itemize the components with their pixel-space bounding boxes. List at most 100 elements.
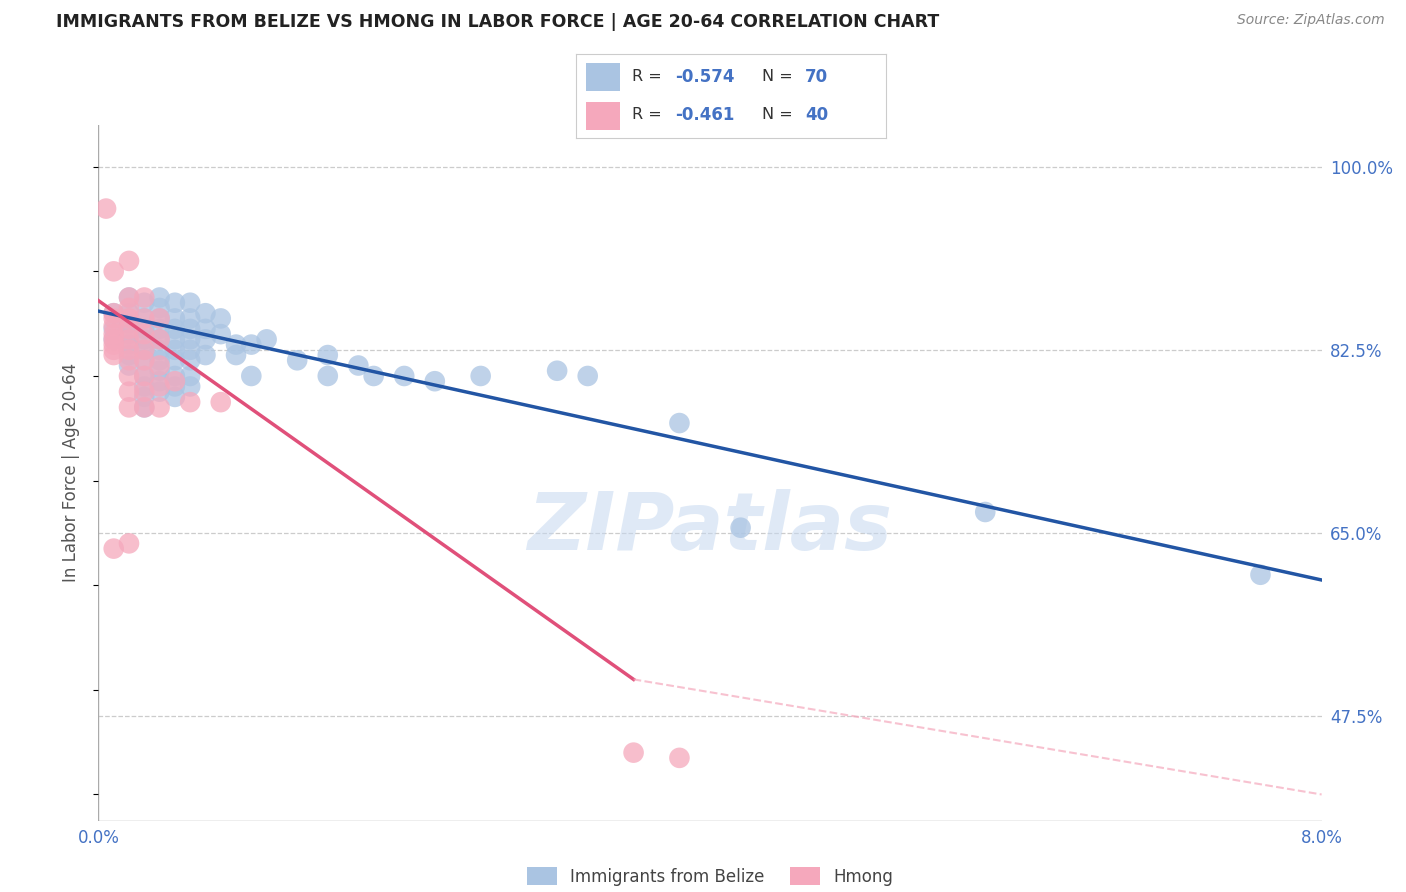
Text: IMMIGRANTS FROM BELIZE VS HMONG IN LABOR FORCE | AGE 20-64 CORRELATION CHART: IMMIGRANTS FROM BELIZE VS HMONG IN LABOR… bbox=[56, 13, 939, 31]
Point bbox=[118, 317, 141, 331]
Point bbox=[118, 291, 141, 305]
Point bbox=[163, 374, 186, 388]
Point bbox=[118, 369, 141, 384]
Point bbox=[149, 359, 172, 373]
Point bbox=[256, 332, 278, 346]
Point bbox=[118, 301, 141, 315]
Y-axis label: In Labor Force | Age 20-64: In Labor Force | Age 20-64 bbox=[62, 363, 80, 582]
Text: ZIPatlas: ZIPatlas bbox=[527, 490, 893, 567]
Point bbox=[103, 264, 125, 278]
Point bbox=[103, 343, 125, 357]
Point bbox=[163, 379, 186, 393]
Point bbox=[163, 295, 186, 310]
Point bbox=[163, 369, 186, 384]
Point bbox=[179, 379, 201, 393]
Point bbox=[179, 322, 201, 336]
Point bbox=[103, 306, 125, 320]
Point bbox=[134, 343, 156, 357]
Text: 40: 40 bbox=[806, 106, 828, 124]
Point bbox=[118, 384, 141, 399]
Bar bbox=[586, 62, 620, 91]
Point bbox=[163, 390, 186, 404]
Text: -0.574: -0.574 bbox=[675, 68, 735, 86]
Text: R =: R = bbox=[633, 70, 666, 85]
Point bbox=[546, 364, 568, 378]
Point bbox=[118, 253, 141, 268]
Point bbox=[240, 337, 263, 351]
Point bbox=[149, 301, 172, 315]
Point bbox=[149, 353, 172, 368]
Point bbox=[179, 343, 201, 357]
Point bbox=[103, 348, 125, 362]
Point bbox=[194, 322, 217, 336]
Point bbox=[118, 359, 141, 373]
Point bbox=[134, 311, 156, 326]
Point bbox=[134, 332, 156, 346]
Text: N =: N = bbox=[762, 70, 799, 85]
Point bbox=[149, 332, 172, 346]
Point bbox=[194, 348, 217, 362]
Point bbox=[179, 395, 201, 409]
Point bbox=[118, 337, 141, 351]
Point bbox=[118, 353, 141, 368]
Bar bbox=[586, 102, 620, 130]
Point bbox=[179, 353, 201, 368]
Point bbox=[134, 295, 156, 310]
Point bbox=[179, 332, 201, 346]
Point bbox=[209, 395, 232, 409]
Point bbox=[94, 202, 117, 216]
Point bbox=[149, 384, 172, 399]
Point bbox=[118, 348, 141, 362]
Point bbox=[103, 327, 125, 342]
Point bbox=[149, 332, 172, 346]
Point bbox=[149, 322, 172, 336]
Point bbox=[134, 327, 156, 342]
Point bbox=[118, 306, 141, 320]
Point bbox=[103, 306, 125, 320]
Point bbox=[118, 332, 141, 346]
Point bbox=[134, 401, 156, 415]
Point bbox=[668, 751, 690, 765]
Point bbox=[118, 311, 141, 326]
Text: N =: N = bbox=[762, 107, 799, 122]
Point bbox=[103, 332, 125, 346]
Point bbox=[1249, 567, 1271, 582]
Point bbox=[194, 306, 217, 320]
Point bbox=[134, 353, 156, 368]
Point bbox=[134, 343, 156, 357]
Point bbox=[118, 322, 141, 336]
Point bbox=[163, 311, 186, 326]
Point bbox=[134, 369, 156, 384]
Point bbox=[103, 322, 125, 336]
Point bbox=[149, 379, 172, 393]
Point bbox=[134, 369, 156, 384]
Point bbox=[134, 311, 156, 326]
Point bbox=[149, 401, 172, 415]
Point bbox=[118, 327, 141, 342]
Point bbox=[163, 353, 186, 368]
Point bbox=[316, 369, 339, 384]
Point bbox=[347, 359, 370, 373]
Point bbox=[103, 332, 125, 346]
Point bbox=[209, 327, 232, 342]
Point bbox=[730, 521, 752, 535]
Point bbox=[103, 318, 125, 333]
Point bbox=[363, 369, 385, 384]
Point bbox=[149, 291, 172, 305]
Point bbox=[225, 337, 247, 351]
Point bbox=[149, 311, 172, 326]
Point bbox=[118, 343, 141, 357]
Point bbox=[240, 369, 263, 384]
Point bbox=[225, 348, 247, 362]
Point bbox=[576, 369, 599, 384]
Point bbox=[209, 311, 232, 326]
Point bbox=[179, 295, 201, 310]
Text: 70: 70 bbox=[806, 68, 828, 86]
Point bbox=[103, 311, 125, 326]
Point bbox=[134, 379, 156, 393]
Text: R =: R = bbox=[633, 107, 666, 122]
Point bbox=[163, 343, 186, 357]
Point bbox=[134, 390, 156, 404]
Point bbox=[285, 353, 308, 368]
Point bbox=[163, 332, 186, 346]
